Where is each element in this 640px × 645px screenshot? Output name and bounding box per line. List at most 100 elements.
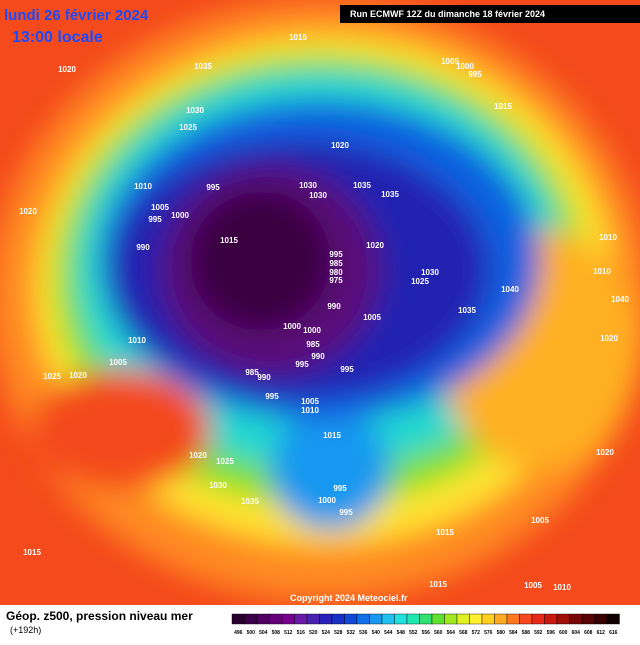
isobar-label: 1010 bbox=[553, 583, 571, 592]
scale-label: 532 bbox=[347, 630, 356, 636]
scale-label: 500 bbox=[247, 630, 256, 636]
scale-swatch bbox=[519, 613, 533, 625]
isobar-label: 1005 bbox=[109, 358, 127, 367]
isobar-label: 1020 bbox=[189, 451, 207, 460]
isobar-label: 1035 bbox=[194, 62, 212, 71]
isobar-label: 985 bbox=[306, 340, 320, 349]
scale-swatch bbox=[394, 613, 408, 625]
isobar-label: 1005 bbox=[531, 516, 549, 525]
isobar-label: 1020 bbox=[19, 207, 37, 216]
scale-swatch bbox=[544, 613, 558, 625]
isobar-label: 1030 bbox=[421, 268, 439, 277]
isobar-label: 995 bbox=[340, 365, 354, 374]
scale-label: 580 bbox=[497, 630, 506, 636]
isobar-label: 1030 bbox=[209, 481, 227, 490]
isobar-label: 1010 bbox=[593, 267, 611, 276]
scale-label: 516 bbox=[297, 630, 306, 636]
isobar-label: 1025 bbox=[43, 372, 61, 381]
isobar-label: 980 bbox=[329, 268, 343, 277]
isobar-label: 1015 bbox=[289, 33, 307, 42]
isobar-label: 1015 bbox=[436, 528, 454, 537]
scale-label: 584 bbox=[509, 630, 518, 636]
scale-label: 512 bbox=[284, 630, 293, 636]
copyright: Copyright 2024 Meteociel.fr bbox=[290, 593, 408, 603]
isobar-label: 1015 bbox=[220, 236, 238, 245]
isobar-label: 975 bbox=[329, 276, 343, 285]
isobar-label: 1035 bbox=[241, 497, 259, 506]
scale-label: 524 bbox=[322, 630, 331, 636]
scale-label: 544 bbox=[384, 630, 393, 636]
local-time: 13:00 locale bbox=[12, 29, 103, 46]
scale-swatch bbox=[556, 613, 570, 625]
color-scale: 496 500 504 508 512 516 520 524 528 532 536 540 544 5… bbox=[231, 613, 620, 636]
isobar-label: 985 bbox=[245, 368, 259, 377]
isobar-label: 1000 bbox=[303, 326, 321, 335]
scale-label: 540 bbox=[372, 630, 381, 636]
scale-swatch bbox=[356, 613, 370, 625]
scale-swatch bbox=[281, 613, 295, 625]
footer-title: Géop. z500, pression niveau mer bbox=[6, 609, 193, 623]
isobar-label: 1005 bbox=[301, 397, 319, 406]
scale-label: 508 bbox=[272, 630, 281, 636]
scale-label: 504 bbox=[259, 630, 268, 636]
scale-swatch bbox=[294, 613, 308, 625]
isobar-label: 1030 bbox=[309, 191, 327, 200]
isobar-label: 1000 bbox=[318, 496, 336, 505]
scale-swatch bbox=[481, 613, 495, 625]
scale-label: 552 bbox=[409, 630, 418, 636]
isobar-label: 1020 bbox=[58, 65, 76, 74]
isobar-label: 1005 bbox=[441, 57, 459, 66]
isobar-label: 985 bbox=[329, 259, 343, 268]
scale-label: 612 bbox=[597, 630, 606, 636]
isobar-label: 1005 bbox=[524, 581, 542, 590]
isobar-label: 995 bbox=[206, 183, 220, 192]
scale-label: 616 bbox=[609, 630, 618, 636]
scale-label: 600 bbox=[559, 630, 568, 636]
scale-swatch bbox=[506, 613, 520, 625]
isobar-label: 1020 bbox=[596, 448, 614, 457]
isobar-label: 1020 bbox=[69, 371, 87, 380]
scale-label: 520 bbox=[309, 630, 318, 636]
scale-label: 548 bbox=[397, 630, 406, 636]
scale-swatch bbox=[606, 613, 620, 625]
isobar-label: 1020 bbox=[331, 141, 349, 150]
scale-label: 572 bbox=[472, 630, 481, 636]
isobar-label: 1020 bbox=[600, 334, 618, 343]
scale-swatch bbox=[344, 613, 358, 625]
scale-label: 576 bbox=[484, 630, 493, 636]
isobar-label: 1015 bbox=[494, 102, 512, 111]
isobar-label: 1010 bbox=[128, 336, 146, 345]
scale-label: 568 bbox=[459, 630, 468, 636]
isobar-labels: 1015103510201005100099510301025101510209… bbox=[19, 33, 629, 592]
isobar-label: 1035 bbox=[353, 181, 371, 190]
isobar-label: 1005 bbox=[151, 203, 169, 212]
isobar-label: 990 bbox=[136, 243, 150, 252]
scale-swatch bbox=[419, 613, 433, 625]
scale-swatch bbox=[231, 613, 245, 625]
scale-swatch bbox=[306, 613, 320, 625]
run-info: Run ECMWF 12Z du dimanche 18 février 202… bbox=[350, 9, 545, 19]
scale-label: 536 bbox=[359, 630, 368, 636]
isobar-label: 1040 bbox=[501, 285, 519, 294]
isobar-label: 1025 bbox=[216, 457, 234, 466]
isobar-label: 995 bbox=[339, 508, 353, 517]
isobar-label: 1040 bbox=[611, 295, 629, 304]
isobar-label: 1030 bbox=[186, 106, 204, 115]
scale-label: 528 bbox=[334, 630, 343, 636]
isobar-label: 1000 bbox=[171, 211, 189, 220]
isobar-label: 995 bbox=[468, 70, 482, 79]
scale-label: 592 bbox=[534, 630, 543, 636]
scale-swatch bbox=[531, 613, 545, 625]
scale-swatch bbox=[581, 613, 595, 625]
scale-label: 556 bbox=[422, 630, 431, 636]
isobar-label: 1010 bbox=[301, 406, 319, 415]
scale-label: 596 bbox=[547, 630, 556, 636]
isobar-label: 1015 bbox=[323, 431, 341, 440]
isobar-label: 1025 bbox=[179, 123, 197, 132]
scale-swatch bbox=[319, 613, 333, 625]
isobar-label: 995 bbox=[333, 484, 347, 493]
scale-label: 496 bbox=[234, 630, 243, 636]
scale-swatch bbox=[244, 613, 258, 625]
forecast-lead: (+192h) bbox=[10, 625, 41, 635]
